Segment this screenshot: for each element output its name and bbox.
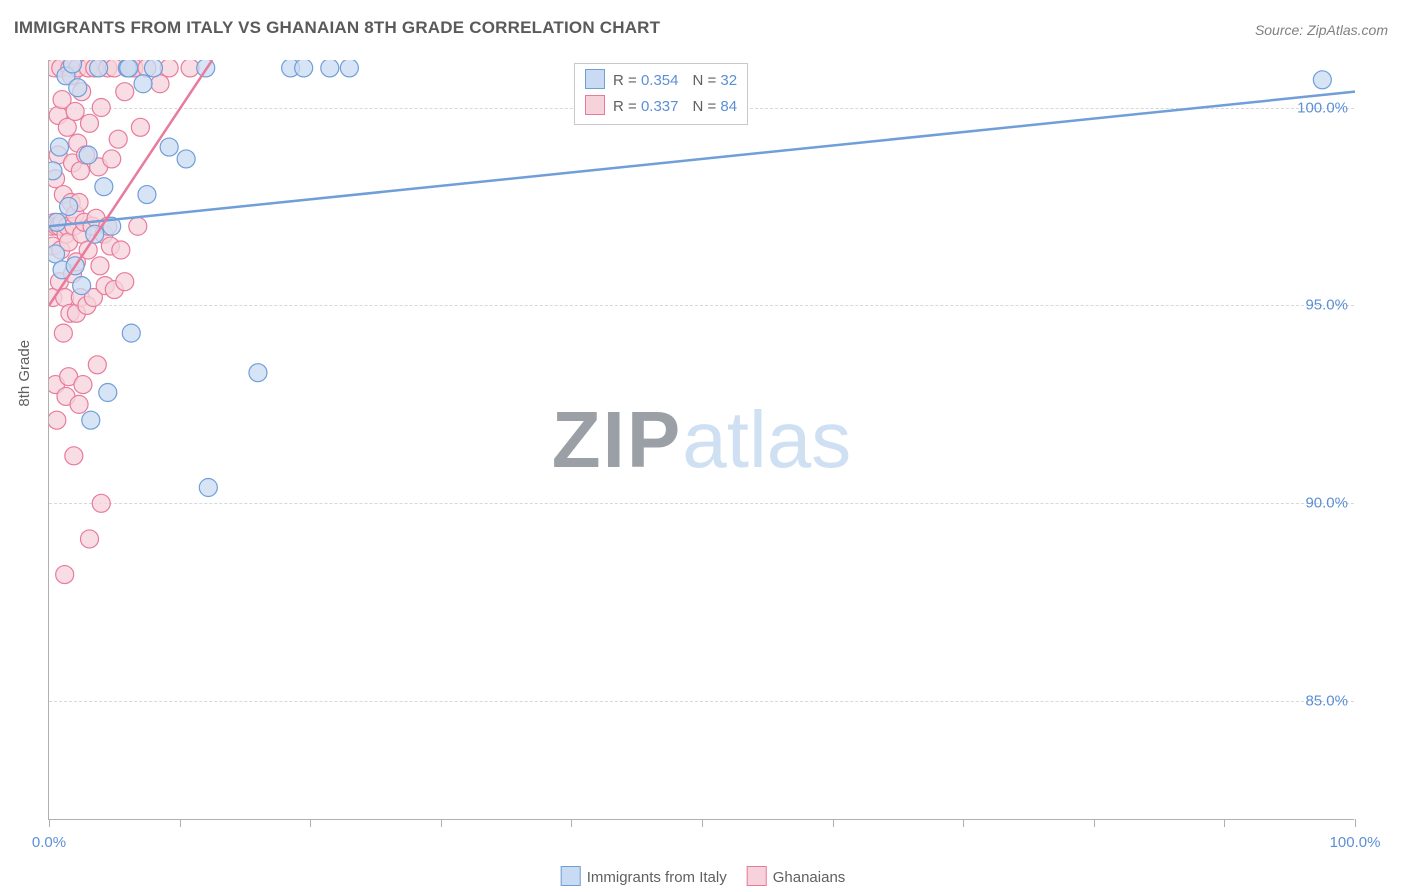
x-tick (702, 819, 703, 827)
x-tick (1355, 819, 1356, 827)
data-point (49, 213, 66, 231)
data-point (134, 75, 152, 93)
x-tick (1224, 819, 1225, 827)
data-point (116, 273, 134, 291)
x-tick (310, 819, 311, 827)
x-tick (963, 819, 964, 827)
data-point (129, 217, 147, 235)
x-tick (571, 819, 572, 827)
data-point (92, 494, 110, 512)
correlation-legend: R = 0.354N = 32R = 0.337N = 84 (574, 63, 748, 125)
data-point (109, 130, 127, 148)
r-value: 0.337 (641, 98, 679, 115)
r-value: 0.354 (641, 72, 679, 89)
data-point (321, 60, 339, 77)
data-point (70, 395, 88, 413)
data-point (80, 530, 98, 548)
scatter-svg (49, 60, 1355, 820)
legend-item: Immigrants from Italy (561, 869, 727, 886)
plot-area: ZIPatlas 85.0%90.0%95.0%100.0%0.0%100.0%… (48, 60, 1354, 820)
legend-item: Ghanaians (747, 869, 846, 886)
data-point (99, 384, 117, 402)
legend-label: Immigrants from Italy (587, 869, 727, 886)
n-value: 32 (720, 72, 737, 89)
data-point (199, 479, 217, 497)
data-point (160, 138, 178, 156)
legend-swatch (747, 866, 767, 886)
data-point (82, 411, 100, 429)
data-point (340, 60, 358, 77)
data-point (56, 566, 74, 584)
x-tick (180, 819, 181, 827)
data-point (138, 186, 156, 204)
data-point (54, 324, 72, 342)
data-point (60, 197, 78, 215)
x-tick (441, 819, 442, 827)
data-point (95, 178, 113, 196)
data-point (79, 146, 97, 164)
data-point (64, 60, 82, 73)
y-axis-label: 8th Grade (16, 340, 33, 407)
data-point (90, 60, 108, 77)
data-point (49, 411, 66, 429)
data-point (295, 60, 313, 77)
legend-row: R = 0.337N = 84 (585, 94, 737, 120)
data-point (120, 60, 138, 77)
chart-title: IMMIGRANTS FROM ITALY VS GHANAIAN 8TH GR… (14, 18, 660, 38)
x-tick (1094, 819, 1095, 827)
x-axis-legend: Immigrants from Italy Ghanaians (551, 866, 856, 886)
data-point (58, 118, 76, 136)
x-tick-label: 0.0% (32, 834, 66, 851)
data-point (50, 138, 68, 156)
data-point (249, 364, 267, 382)
data-point (80, 114, 98, 132)
data-point (1313, 71, 1331, 89)
data-point (116, 83, 134, 101)
x-tick (833, 819, 834, 827)
data-point (69, 79, 87, 97)
data-point (74, 376, 92, 394)
legend-swatch (585, 95, 605, 115)
data-point (177, 150, 195, 168)
n-value: 84 (720, 98, 737, 115)
data-point (112, 241, 130, 259)
legend-row: R = 0.354N = 32 (585, 68, 737, 94)
data-point (144, 60, 162, 77)
data-point (65, 447, 83, 465)
legend-swatch (585, 69, 605, 89)
chart-container: IMMIGRANTS FROM ITALY VS GHANAIAN 8TH GR… (0, 0, 1406, 892)
legend-label: Ghanaians (773, 869, 846, 886)
data-point (88, 356, 106, 374)
legend-swatch (561, 866, 581, 886)
data-point (91, 257, 109, 275)
x-tick (49, 819, 50, 827)
data-point (73, 277, 91, 295)
source-label: Source: ZipAtlas.com (1255, 22, 1388, 38)
data-point (103, 150, 121, 168)
data-point (66, 102, 84, 120)
data-point (131, 118, 149, 136)
data-point (49, 162, 62, 180)
data-point (92, 99, 110, 117)
x-tick-label: 100.0% (1330, 834, 1381, 851)
data-point (122, 324, 140, 342)
